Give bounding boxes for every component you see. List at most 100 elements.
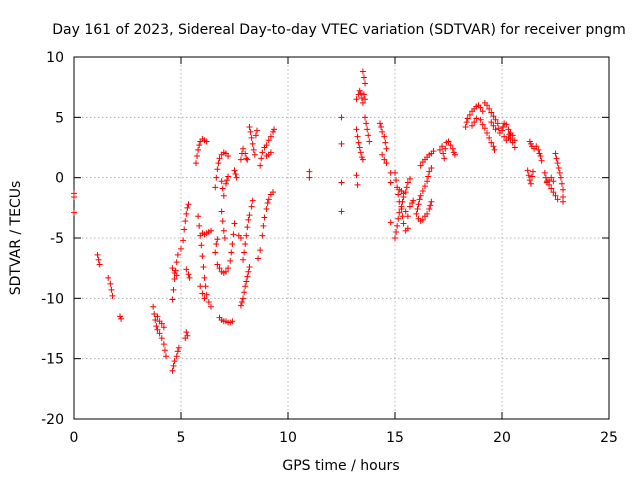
data-point <box>359 68 366 75</box>
data-point <box>538 157 545 164</box>
data-point <box>224 177 231 184</box>
data-point <box>552 192 559 199</box>
data-point <box>214 166 221 173</box>
data-point <box>365 132 372 139</box>
data-point <box>477 116 484 123</box>
data-point <box>338 208 345 215</box>
data-point <box>394 222 401 229</box>
data-point <box>306 168 313 175</box>
data-point <box>198 242 205 249</box>
data-point <box>554 196 561 203</box>
data-point <box>237 156 244 163</box>
y-tick-label: -5 <box>50 231 64 247</box>
data-point <box>199 290 206 297</box>
data-point <box>353 172 360 179</box>
data-point <box>225 152 232 159</box>
x-tick-label: 5 <box>177 430 186 446</box>
data-point <box>207 227 214 234</box>
data-point <box>363 120 370 127</box>
data-point <box>492 116 499 123</box>
data-point <box>242 150 249 157</box>
data-point <box>473 115 480 122</box>
data-point <box>163 353 170 360</box>
data-point <box>506 131 513 138</box>
data-point <box>174 348 181 355</box>
data-point <box>479 108 486 115</box>
data-point <box>271 126 278 133</box>
data-point <box>499 127 505 134</box>
data-point <box>158 335 165 342</box>
data-point <box>214 236 221 243</box>
data-point <box>415 201 422 208</box>
data-point <box>447 142 454 149</box>
data-point <box>213 174 220 181</box>
data-point <box>237 302 244 309</box>
data-point <box>379 151 386 158</box>
data-point <box>484 130 491 137</box>
data-point <box>267 149 274 156</box>
data-point <box>463 119 470 126</box>
data-point <box>244 273 251 280</box>
data-point <box>399 213 406 220</box>
data-point <box>362 96 369 103</box>
data-point <box>535 146 542 153</box>
data-point <box>263 142 270 149</box>
data-point <box>213 241 220 248</box>
data-point <box>227 257 234 264</box>
data-point <box>439 143 446 150</box>
data-point <box>419 187 426 194</box>
data-point <box>154 326 161 333</box>
data-point <box>229 241 236 248</box>
y-axis-label: SDTVAR / TECUs <box>8 181 24 296</box>
data-point <box>528 173 535 180</box>
data-point <box>215 160 222 167</box>
data-point <box>195 146 202 153</box>
data-point <box>392 235 398 241</box>
data-point <box>152 317 159 324</box>
data-point <box>393 177 400 184</box>
data-point <box>216 155 223 162</box>
data-point <box>358 95 365 102</box>
data-point <box>158 320 165 327</box>
data-point <box>221 235 228 241</box>
data-point <box>533 143 540 150</box>
data-point <box>222 268 229 275</box>
data-point <box>174 251 181 258</box>
data-point <box>195 213 202 220</box>
data-point <box>171 276 178 283</box>
data-point <box>436 146 443 153</box>
data-point <box>413 210 420 217</box>
data-point <box>488 109 495 116</box>
data-point <box>151 311 158 318</box>
data-point <box>246 212 253 219</box>
x-tick-label: 10 <box>279 430 297 446</box>
data-point <box>505 134 512 141</box>
data-point <box>559 198 566 205</box>
data-point <box>417 192 424 199</box>
data-point <box>396 209 403 216</box>
data-point <box>228 249 235 256</box>
data-point <box>541 169 548 176</box>
data-point <box>488 119 495 126</box>
data-point <box>242 283 249 290</box>
data-point <box>558 180 565 187</box>
data-point <box>183 329 190 336</box>
data-point <box>260 222 267 229</box>
data-point <box>484 102 491 109</box>
data-point <box>231 220 238 227</box>
data-point <box>548 185 555 192</box>
data-point <box>267 133 274 140</box>
data-point <box>556 169 563 176</box>
data-point <box>440 150 447 157</box>
data-point <box>356 144 363 151</box>
data-point <box>180 237 187 244</box>
data-point <box>383 145 390 152</box>
data-point <box>229 318 236 325</box>
data-point <box>251 151 258 158</box>
data-point <box>252 132 259 139</box>
data-point <box>400 220 407 227</box>
data-point <box>173 353 180 360</box>
y-tick-label: 0 <box>55 171 64 187</box>
data-point <box>357 90 364 97</box>
data-point <box>490 113 497 120</box>
